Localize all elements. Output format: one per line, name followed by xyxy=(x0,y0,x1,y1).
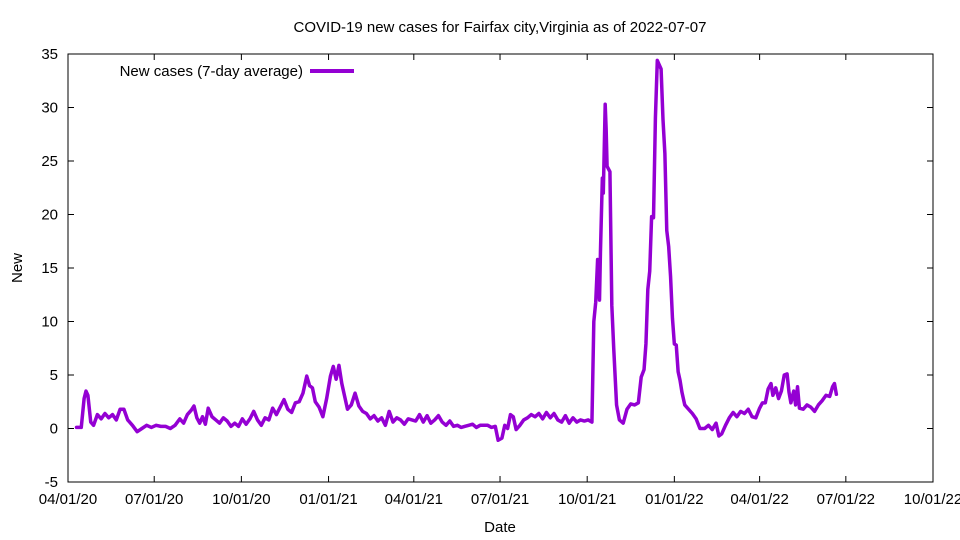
y-tick-label: 30 xyxy=(41,100,58,117)
y-tick-label: 20 xyxy=(41,207,58,224)
y-tick-label: 5 xyxy=(50,367,58,384)
y-tick-label: 0 xyxy=(50,421,58,438)
x-tick-label: 01/01/21 xyxy=(299,491,357,508)
chart-title: COVID-19 new cases for Fairfax city,Virg… xyxy=(294,19,707,36)
y-tick-label: 15 xyxy=(41,260,58,277)
x-tick-label: 07/01/20 xyxy=(125,491,183,508)
y-axis-title: New xyxy=(9,253,26,283)
series-layer xyxy=(74,58,839,443)
axis-ticks xyxy=(67,53,934,483)
x-tick-label: 04/01/22 xyxy=(730,491,788,508)
x-tick-label: 10/01/22 xyxy=(904,491,960,508)
y-tick-label: 25 xyxy=(41,153,58,170)
y-tick-label: 35 xyxy=(41,46,58,63)
y-tick-label: 10 xyxy=(41,314,58,331)
axis-tick-labels: -5 0 5 10 15 20 25 30 35 04/01/20 07/01/20 10/01/20… xyxy=(39,46,960,508)
legend-label: New cases (7-day average) xyxy=(120,63,303,80)
legend: New cases (7-day average) xyxy=(120,63,354,80)
x-tick-label: 04/01/21 xyxy=(385,491,443,508)
y-tick-label: -5 xyxy=(45,474,58,491)
x-tick-label: 07/01/22 xyxy=(817,491,875,508)
x-tick-label: 01/01/22 xyxy=(645,491,703,508)
series-line-0 xyxy=(74,58,839,443)
x-tick-label: 07/01/21 xyxy=(471,491,529,508)
x-axis-title: Date xyxy=(484,519,516,536)
x-tick-label: 10/01/21 xyxy=(558,491,616,508)
x-tick-label: 04/01/20 xyxy=(39,491,97,508)
x-tick-label: 10/01/20 xyxy=(212,491,270,508)
